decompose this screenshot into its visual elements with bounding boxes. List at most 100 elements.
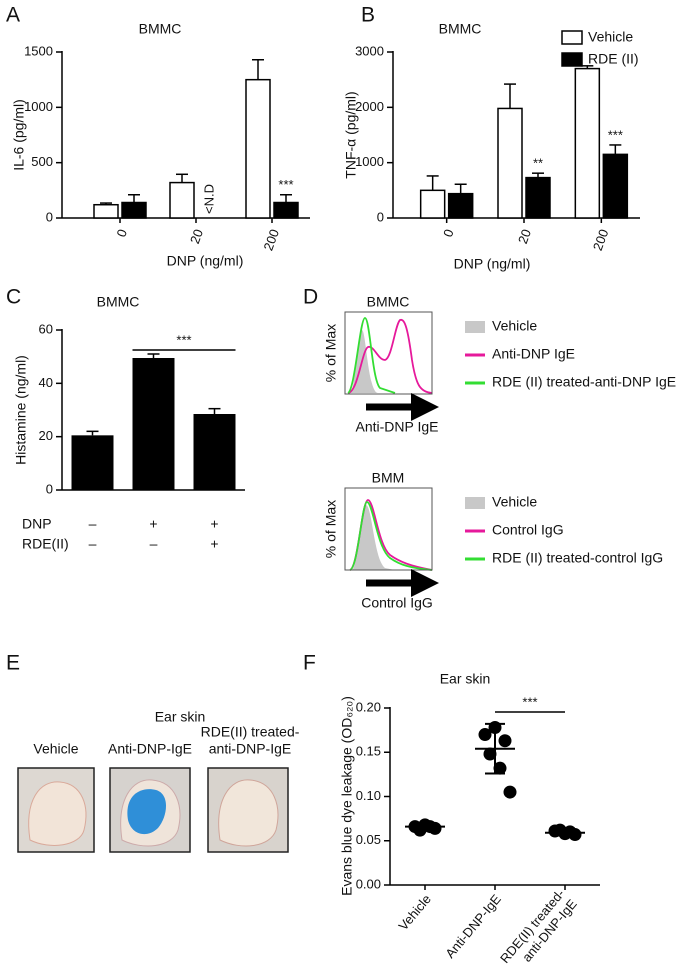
error-bar <box>609 144 622 155</box>
bar <box>447 192 474 219</box>
annotation: *** <box>608 127 623 142</box>
bar <box>273 201 299 219</box>
bar <box>71 435 114 490</box>
legend-swatch <box>561 30 583 45</box>
sd-bar <box>415 822 435 831</box>
bar <box>245 78 271 219</box>
flow-y-label: % of Max <box>323 324 339 382</box>
chart-title: BMMC <box>97 294 140 310</box>
legend-swatch <box>465 497 485 509</box>
condition-sign: – <box>89 536 97 552</box>
error-bar <box>504 83 516 109</box>
condition-sign: + <box>210 536 218 552</box>
x-axis-label: DNP (ng/ml) <box>454 256 531 272</box>
data-point <box>503 785 517 799</box>
y-tick-label: 0.10 <box>356 788 381 803</box>
panel-letter: F <box>303 652 316 675</box>
bar <box>497 107 523 219</box>
sd-bar <box>555 829 575 837</box>
panel-letter: B <box>361 4 375 27</box>
legend-swatch <box>465 529 485 533</box>
bar <box>574 67 601 219</box>
photo-title: Ear skin <box>155 709 206 725</box>
flow-x-label: Anti-DNP IgE <box>356 419 439 435</box>
condition-label: DNP <box>22 516 52 532</box>
photo-label: Vehicle <box>33 741 78 757</box>
y-axis-label: IL-6 (pg/ml) <box>11 99 27 171</box>
chart-title: BMMC <box>439 21 482 37</box>
x-tick-label: 0 <box>440 227 457 239</box>
x-tick-label: 20 <box>515 227 534 246</box>
error-bar <box>454 183 467 194</box>
bar <box>525 176 551 219</box>
error-bar <box>100 202 112 205</box>
bar <box>602 153 629 219</box>
chart-title: BMMC <box>139 21 182 37</box>
photo-label: anti-DNP-IgE <box>209 741 291 757</box>
x-tick-label: 200 <box>261 227 283 253</box>
histogram-curve <box>349 501 433 571</box>
x-axis-label: DNP (ng/ml) <box>167 253 244 269</box>
dye <box>127 789 166 835</box>
legend-label: RDE (II) <box>588 51 639 67</box>
y-tick-label: 0 <box>46 209 53 224</box>
y-tick-label: 0 <box>46 481 53 496</box>
y-axis-label: Evans blue dye leakage (OD₆₂₀) <box>339 696 355 896</box>
error-bar <box>147 353 160 358</box>
flow-frame <box>344 311 433 395</box>
y-tick-label: 1000 <box>24 99 53 114</box>
photo-label: RDE(II) treated- <box>201 724 300 740</box>
x-tick-label: Anti-DNP-IgE <box>442 891 504 961</box>
ear <box>218 779 279 847</box>
error-bar <box>252 58 264 80</box>
chart-title: Ear skin <box>440 671 491 687</box>
condition-sign: + <box>210 516 218 532</box>
condition-sign: – <box>89 516 97 532</box>
bar <box>132 358 175 490</box>
y-tick-label: 0.20 <box>356 699 381 714</box>
condition-sign: + <box>149 516 157 532</box>
data-point <box>498 734 512 748</box>
flow-title: BMM <box>372 470 405 486</box>
legend-swatch <box>465 381 485 385</box>
y-axis-label: Histamine (ng/ml) <box>13 355 29 465</box>
x-tick-label: RDE(II) treated-anti-DNP-IgE <box>497 886 580 976</box>
condition-sign: – <box>150 536 158 552</box>
y-tick-label: 20 <box>39 428 53 443</box>
x-tick-label: 200 <box>590 227 612 253</box>
legend-label: RDE (II) treated-control IgG <box>492 550 663 566</box>
error-bar <box>426 175 439 191</box>
y-axis-label: TNF-α (pg/ml) <box>343 91 359 178</box>
y-tick-label: 60 <box>39 321 53 336</box>
panel-letter: C <box>6 286 21 309</box>
error-bar <box>128 194 140 203</box>
y-tick-label: 0.15 <box>356 744 381 759</box>
error-bar <box>86 430 99 436</box>
ear <box>28 781 87 846</box>
data-point <box>483 747 497 761</box>
x-tick-label: 20 <box>187 227 206 246</box>
y-tick-label: 0.05 <box>356 832 381 847</box>
sd-bar <box>485 722 505 775</box>
legend-label: RDE (II) treated-anti-DNP IgE <box>492 374 676 390</box>
error-bar <box>532 172 544 178</box>
bar <box>169 181 195 219</box>
y-tick-label: 1500 <box>24 43 53 58</box>
annotation: ** <box>533 156 543 171</box>
data-point <box>493 761 507 775</box>
panel-letter: E <box>6 652 20 675</box>
annotation: *** <box>278 177 293 192</box>
y-tick-label: 1000 <box>355 154 384 169</box>
panel-letter: D <box>303 286 318 309</box>
condition-label: RDE(II) <box>22 536 69 552</box>
photo-label: Anti-DNP-IgE <box>108 741 192 757</box>
legend-label: Vehicle <box>492 494 537 510</box>
significance-label: *** <box>522 694 537 709</box>
legend-swatch <box>465 557 485 561</box>
error-bar <box>208 407 221 414</box>
bar <box>419 189 446 219</box>
y-tick-label: 0 <box>377 209 384 224</box>
x-tick-label: Vehicle <box>395 891 433 933</box>
flow-title: BMMC <box>367 294 410 310</box>
